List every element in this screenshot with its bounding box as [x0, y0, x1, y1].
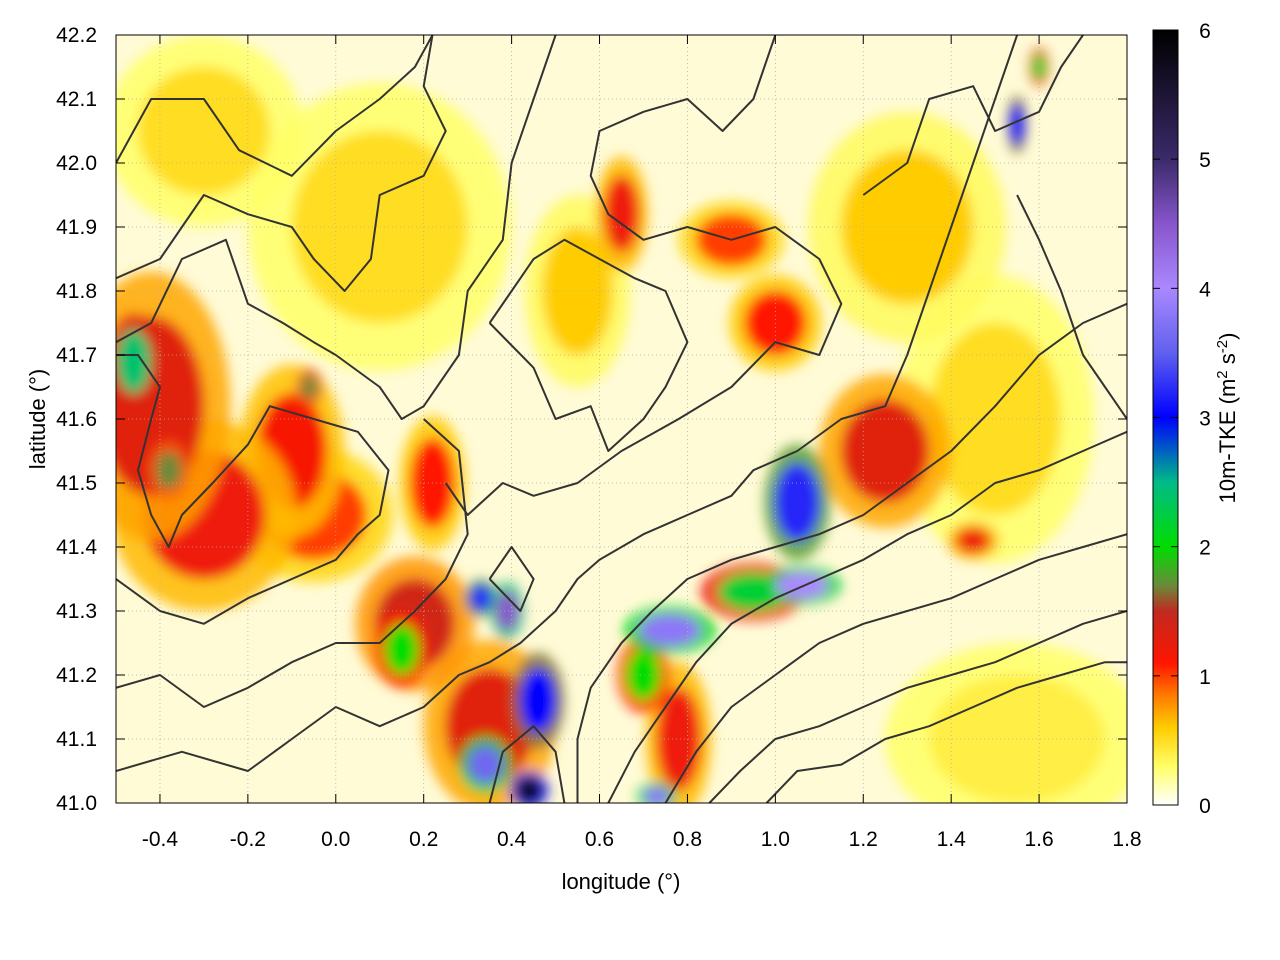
x-tick-label: 1.6	[1024, 828, 1053, 851]
contour-line	[664, 533, 1127, 803]
contour-lines	[116, 35, 1127, 803]
colorbar-tick-label: 2	[1199, 537, 1211, 560]
tke-cell	[841, 150, 974, 304]
contour-line	[488, 238, 689, 452]
tke-cell	[929, 675, 1106, 803]
colorbar-tick-label: 5	[1199, 149, 1211, 172]
tke-cell	[639, 614, 701, 647]
contour-line	[116, 35, 447, 292]
x-tick-label: 1.4	[937, 828, 967, 851]
tke-cell	[384, 623, 420, 676]
tke-cell	[643, 787, 670, 803]
colorbar-tick-label: 1	[1199, 666, 1211, 689]
y-tick-label: 41.8	[56, 280, 97, 303]
x-tick-label: -0.4	[142, 828, 179, 851]
contour-line	[765, 661, 1127, 803]
tke-cell	[656, 687, 701, 791]
y-tick-label: 41.3	[56, 600, 97, 623]
x-tick-label: 1.0	[761, 828, 790, 851]
contour-line	[116, 418, 469, 708]
y-tick-label: 41.1	[56, 728, 97, 751]
tke-cell	[542, 227, 613, 355]
tke-cell	[469, 585, 492, 611]
y-tick-label: 41.4	[56, 536, 97, 559]
contour-line	[488, 725, 566, 803]
plot-area	[115, 34, 1128, 804]
colorbar-ticks: 0 1 2 3 4 5 6	[1153, 20, 1211, 818]
y-axis-label: latitude (°)	[25, 369, 50, 470]
x-tick-label: 1.2	[849, 828, 878, 851]
x-tick-label: 0.6	[585, 828, 614, 851]
tke-cell	[300, 374, 319, 400]
colorbar-tick-label: 4	[1199, 278, 1211, 301]
tke-cell	[625, 649, 662, 701]
contour-line	[862, 35, 1084, 196]
contour-line	[607, 430, 1127, 803]
y-tick-label: 41.2	[56, 664, 97, 687]
y-axis: 41.0 41.1 41.2 41.3 41.4 41.5 41.6 41.7 41.8 41.9…	[56, 24, 1127, 815]
y-tick-label: 41.7	[56, 344, 97, 367]
colorbar-tick-label: 0	[1199, 795, 1211, 818]
x-axis-label: longitude (°)	[562, 869, 681, 894]
colorbar-tick-label: 3	[1199, 408, 1211, 431]
colorbar-label-sup2: -2	[1214, 340, 1231, 353]
x-tick-label: 0.8	[673, 828, 702, 851]
x-tick-label: 0.2	[409, 828, 438, 851]
tke-cell	[496, 591, 519, 631]
colorbar-label: 10m-TKE (m2 s-2)	[1214, 333, 1240, 504]
colorbar-label-mid: s	[1215, 353, 1240, 370]
tke-cell	[137, 67, 270, 195]
x-tick-label: 0.0	[321, 828, 350, 851]
y-tick-label: 41.9	[56, 216, 97, 239]
x-tick-label: 1.8	[1112, 828, 1141, 851]
x-tick-label: -0.2	[230, 828, 266, 851]
x-tick-label: 0.4	[497, 828, 527, 851]
tke-cell	[155, 451, 182, 490]
tke-cell	[1010, 105, 1024, 144]
x-axis: -0.4 -0.2 0.0 0.2 0.4 0.6 0.8 1.0 1.2 1.4 1.6 1.8	[142, 35, 1142, 851]
y-tick-label: 42.2	[56, 24, 97, 47]
contour-line	[444, 35, 843, 516]
tke-cell	[841, 399, 930, 503]
tke-cell	[603, 175, 640, 253]
colorbar-label-sup1: 2	[1214, 370, 1231, 378]
tke-cell	[520, 668, 556, 733]
contour-line	[116, 35, 1019, 772]
colorbar-label-end: )	[1215, 333, 1240, 340]
tke-cell	[116, 329, 152, 394]
tke-cell	[291, 131, 468, 323]
y-tick-label: 41.0	[56, 792, 97, 815]
y-tick-label: 42.1	[56, 88, 97, 111]
y-tick-label: 41.5	[56, 472, 97, 495]
tke-cell	[775, 463, 820, 541]
tke-cell	[929, 323, 1062, 515]
tke-cell	[467, 745, 503, 784]
contour-line	[116, 354, 390, 625]
colorbar-label-main: 10m-TKE (m	[1215, 379, 1240, 504]
contour-line	[1016, 194, 1127, 420]
tke-cell	[516, 777, 543, 803]
contour-line	[116, 35, 434, 177]
colorbar-tick-label: 6	[1199, 20, 1211, 43]
y-tick-label: 42.0	[56, 152, 97, 175]
y-tick-label: 41.6	[56, 408, 97, 431]
contour-line	[116, 35, 557, 420]
grid-lines	[116, 35, 1127, 803]
contour-line	[576, 302, 1127, 803]
contour-line	[708, 610, 1127, 803]
tke-cell	[955, 527, 991, 554]
contour-line	[488, 546, 535, 612]
